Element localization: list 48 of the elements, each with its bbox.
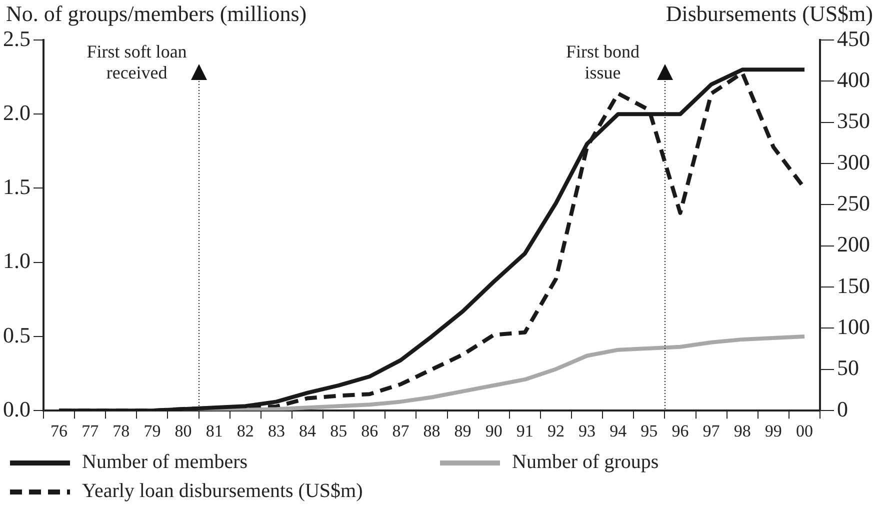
x-tick-label: 83 (268, 421, 285, 440)
x-tick-label: 88 (423, 421, 440, 440)
y2-tick-label: 100 (837, 314, 870, 340)
x-tick-label: 95 (640, 421, 658, 440)
annotation: First bond issue (566, 42, 640, 83)
y-tick-label: 2.0 (3, 100, 30, 125)
legend-label: Number of groups (512, 451, 659, 474)
x-tick-label: 80 (174, 421, 192, 440)
annotation: First soft loan received (86, 42, 187, 83)
y2-tick-label: 400 (837, 66, 870, 92)
y-tick-label: 0.5 (3, 322, 30, 348)
x-tick-label: 86 (361, 421, 378, 440)
x-tick-label: 92 (547, 421, 564, 440)
y2-tick-label: 350 (837, 108, 870, 134)
x-tick-label: 00 (796, 421, 813, 440)
y2-tick-label: 0 (837, 396, 848, 422)
x-tick-label: 90 (485, 421, 502, 440)
legend-label: Yearly loan disbursements (US$m) (82, 480, 363, 503)
x-tick-label: 77 (82, 421, 100, 440)
legend-label: Number of members (82, 451, 248, 474)
y2-tick-label: 200 (837, 232, 870, 257)
x-tick-label: 82 (236, 421, 254, 440)
x-tick-label: 96 (672, 421, 689, 440)
x-tick-label: 98 (734, 421, 751, 440)
x-tick-label: 97 (702, 421, 720, 440)
x-tick-label: 76 (50, 421, 68, 440)
y2-tick-label: 150 (837, 272, 870, 298)
x-tick-label: 99 (764, 421, 782, 440)
x-tick-label: 78 (112, 421, 130, 440)
x-tick-label: 79 (144, 421, 161, 440)
x-tick-label: 87 (392, 421, 410, 440)
x-tick-label: 84 (299, 421, 317, 440)
y-tick-label: 1.0 (3, 248, 30, 274)
y-tick-label: 0.0 (3, 396, 30, 422)
y2-tick-label: 450 (837, 26, 870, 51)
x-tick-label: 94 (610, 421, 628, 440)
x-tick-label: 93 (578, 421, 596, 440)
x-tick-label: 85 (330, 421, 348, 440)
x-tick-label: 91 (516, 421, 534, 440)
x-tick-label: 89 (454, 421, 472, 440)
y-tick-label: 2.5 (3, 26, 30, 51)
x-tick-label: 81 (206, 421, 223, 440)
y-axis-title: No. of groups/members (millions) (6, 0, 307, 26)
y2-tick-label: 300 (837, 149, 870, 174)
y-tick-label: 1.5 (3, 174, 30, 200)
y2-tick-label: 50 (837, 355, 859, 380)
y2-axis-title: Disbursements (US$m) (666, 0, 873, 26)
y2-tick-label: 250 (837, 190, 870, 216)
